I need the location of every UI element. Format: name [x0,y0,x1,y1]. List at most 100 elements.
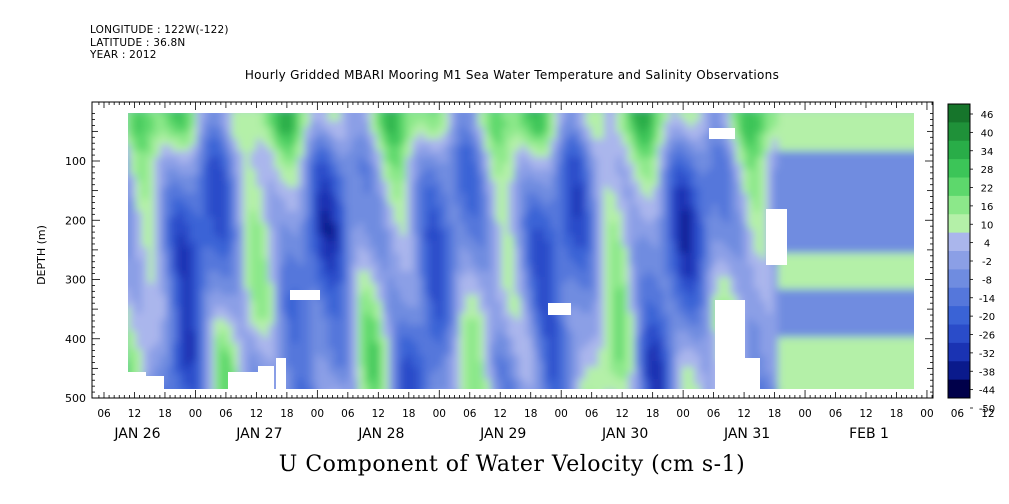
heat-cell [472,301,479,308]
heat-cell [544,373,551,380]
heat-cell [202,133,209,140]
heat-cell [616,373,623,380]
heat-cell [460,337,467,344]
heat-cell [220,121,227,128]
heat-cell [328,271,335,278]
heat-cell [412,157,419,164]
heat-cell [334,199,341,206]
heat-cell [466,113,473,116]
heat-cell [610,211,617,218]
heat-cell [418,385,425,389]
heat-cell [376,193,383,200]
heat-cell [544,379,551,386]
heat-cell [262,157,269,164]
heat-cell [214,283,221,290]
heat-cell [406,337,413,344]
heat-cell [652,331,659,338]
heat-cell [418,163,425,170]
heat-cell [280,301,287,308]
heat-cell [640,271,647,278]
heat-cell [340,241,347,248]
heat-cell [232,199,239,206]
heat-cell [490,121,497,128]
heat-cell [268,295,275,302]
heat-cell [490,367,497,374]
heat-cell [664,295,671,302]
heat-cell [610,325,617,332]
heat-cell [550,121,557,128]
heat-cell [352,379,359,386]
heat-cell [406,113,413,116]
heat-cell [652,199,659,206]
heat-cell [556,151,563,158]
heat-cell [202,241,209,248]
heat-cell [358,373,365,380]
heat-cell [388,343,395,350]
heat-cell [598,211,605,218]
heat-cell [526,181,533,188]
heat-cell [238,223,245,230]
heat-cell [130,127,137,134]
heat-cell [142,127,149,134]
heat-cell [226,247,233,254]
heat-cell [436,193,443,200]
heat-cell [208,151,215,158]
heat-cell [484,265,491,272]
heat-cell [406,121,413,128]
heat-cell [604,253,611,260]
heat-cell [706,361,713,368]
heat-cell [304,343,311,350]
heat-cell [526,241,533,248]
heat-cell [128,283,131,290]
heat-cell [598,385,605,389]
heat-cell [220,115,227,122]
heat-cell [364,121,371,128]
heat-cell [334,319,341,326]
heat-cell [472,319,479,326]
heat-cell [160,307,167,314]
heat-cell [508,355,515,362]
heat-cell [742,271,749,278]
heat-cell [670,349,677,356]
heat-cell [376,169,383,176]
heat-cell [412,169,419,176]
heat-cell [442,361,449,368]
heat-cell [580,319,587,326]
heat-cell [682,241,689,248]
heat-cell [340,229,347,236]
heat-cell [586,139,593,146]
heat-cell [580,223,587,230]
heat-cell [586,127,593,134]
heat-cell [706,175,713,182]
heat-cell [448,217,455,224]
heat-cell [664,361,671,368]
heat-cell [292,253,299,260]
heat-cell [328,265,335,272]
heat-cell [184,349,191,356]
heat-cell [460,355,467,362]
heat-cell [406,205,413,212]
heat-cell [128,325,131,332]
heat-cell [406,235,413,242]
heat-cell [628,127,635,134]
heat-cell [424,205,431,212]
heat-cell [586,169,593,176]
heat-cell [376,175,383,182]
heat-cell [190,289,197,296]
heat-cell [724,163,731,170]
heat-cell [688,295,695,302]
heat-cell [640,217,647,224]
heat-cell [298,223,305,230]
heat-cell [580,385,587,389]
heat-cell [142,205,149,212]
heat-cell [220,145,227,152]
heat-cell [622,247,629,254]
heat-cell [388,139,395,146]
heat-cell [574,139,581,146]
heat-cell [580,367,587,374]
heat-cell [172,187,179,194]
heat-cell [178,181,185,188]
heat-cell [478,265,485,272]
heat-cell [136,241,143,248]
heat-cell [616,139,623,146]
